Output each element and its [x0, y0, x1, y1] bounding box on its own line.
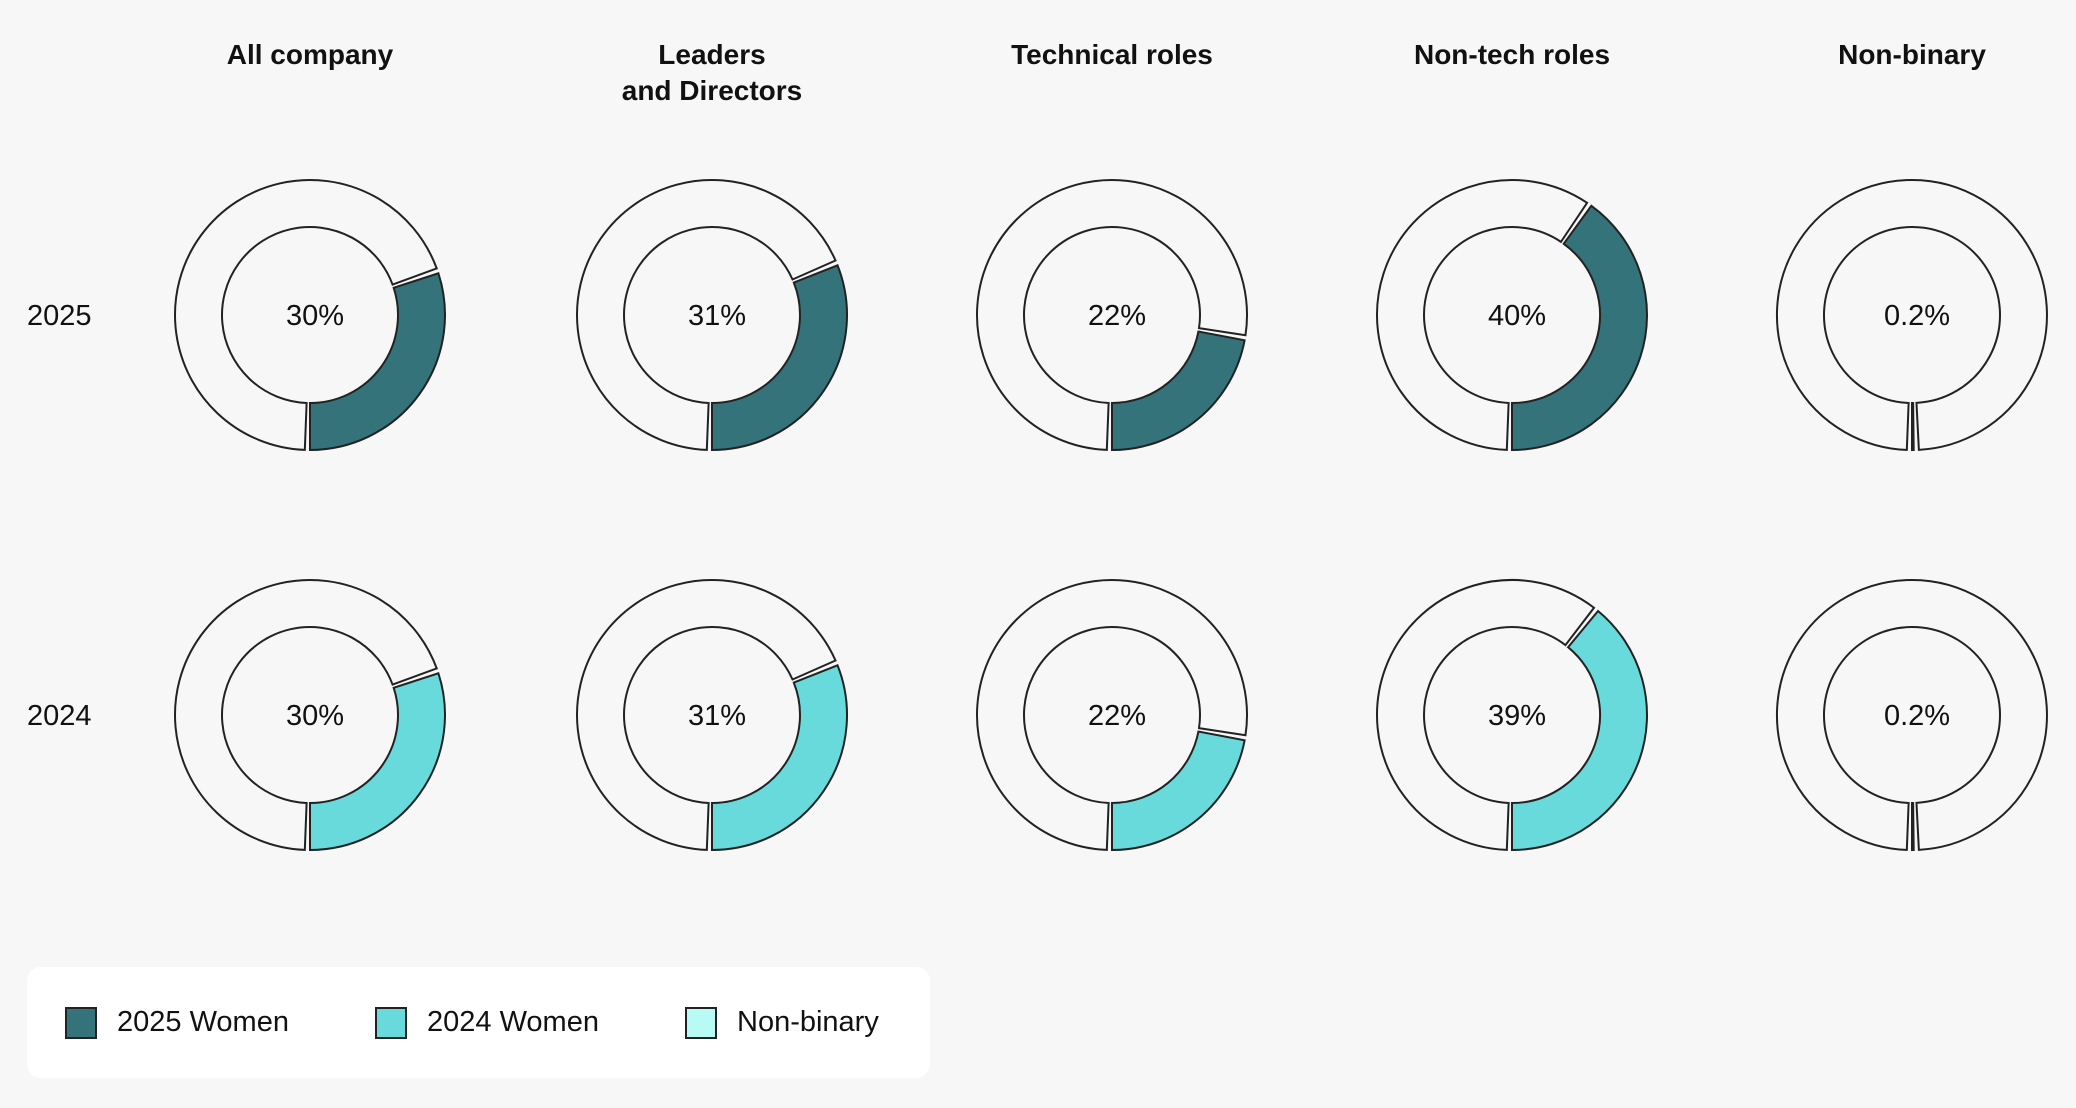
row-label-year: 2024 [27, 700, 92, 732]
donut-center-label: 30% [286, 300, 344, 332]
legend-item-2024-women: 2024 Women [375, 967, 599, 1078]
donut-center-label: 39% [1488, 700, 1546, 732]
column-title: All company [227, 39, 394, 70]
donut-value-segment [711, 664, 848, 852]
donut-remainder-segment [1776, 579, 2048, 851]
donut-center-label: 31% [688, 700, 746, 732]
donut-remainder-segment [976, 579, 1248, 851]
donut-value-segment [1911, 401, 1915, 452]
donut-remainder-segment [576, 179, 837, 451]
donut-remainder-segment [1376, 179, 1589, 451]
legend-swatch-2025-women [65, 1006, 97, 1039]
donut: 30% [174, 579, 446, 852]
column-title: Non-tech roles [1414, 39, 1610, 70]
donut: 0.2% [1776, 179, 2048, 452]
donut: 0.2% [1776, 579, 2048, 852]
donut-center-label: 0.2% [1884, 700, 1950, 732]
donut-value-segment [1511, 609, 1648, 852]
row-label-year: 2025 [27, 300, 92, 332]
donut: 22% [976, 179, 1248, 452]
donut-center-label: 31% [688, 300, 746, 332]
donut-value-segment [1111, 330, 1246, 452]
donut-center-label: 40% [1488, 300, 1546, 332]
column-title: Technical roles [1011, 39, 1213, 70]
legend-item-2025-women: 2025 Women [65, 967, 289, 1078]
donut-value-segment [1111, 730, 1246, 852]
legend-item-non-binary: Non-binary [685, 967, 879, 1078]
legend-swatch-2024-women [375, 1006, 407, 1039]
legend-label-non-binary: Non-binary [737, 1006, 879, 1038]
column-title-line: Leaders [658, 39, 765, 70]
donut-value-segment [309, 672, 446, 852]
donut: 40% [1376, 179, 1648, 452]
donut-remainder-segment [976, 179, 1248, 451]
donut-center-label: 22% [1088, 700, 1146, 732]
donut-value-segment [1911, 801, 1915, 852]
donut-center-label: 22% [1088, 300, 1146, 332]
column-title-line: Non-binary [1838, 39, 1986, 70]
donut-value-segment [1511, 204, 1648, 452]
legend-swatch-non-binary [685, 1006, 717, 1039]
donut-remainder-segment [1376, 579, 1596, 851]
column-title-line: Technical roles [1011, 39, 1213, 70]
column-title-line: Non-tech roles [1414, 39, 1610, 70]
column-title-line: and Directors [622, 75, 803, 106]
column-title-line: All company [227, 39, 394, 70]
donut-remainder-segment [174, 579, 438, 851]
legend: 2025 Women 2024 Women Non-binary [27, 967, 930, 1078]
donut-center-label: 30% [286, 700, 344, 732]
donut-value-segment [309, 272, 446, 452]
donut: 30% [174, 179, 446, 452]
donut-remainder-segment [174, 179, 438, 451]
donut: 22% [976, 579, 1248, 852]
donut-remainder-segment [1776, 179, 2048, 451]
legend-label-2024-women: 2024 Women [427, 1006, 599, 1038]
legend-label-2025-women: 2025 Women [117, 1006, 289, 1038]
donut: 31% [576, 579, 848, 852]
donut-center-label: 0.2% [1884, 300, 1950, 332]
donut-value-segment [711, 264, 848, 452]
column-title: Leaders and Directors [622, 39, 803, 106]
donut: 31% [576, 179, 848, 452]
donut-remainder-segment [576, 579, 837, 851]
donut: 39% [1376, 579, 1648, 852]
column-title: Non-binary [1838, 39, 1986, 70]
